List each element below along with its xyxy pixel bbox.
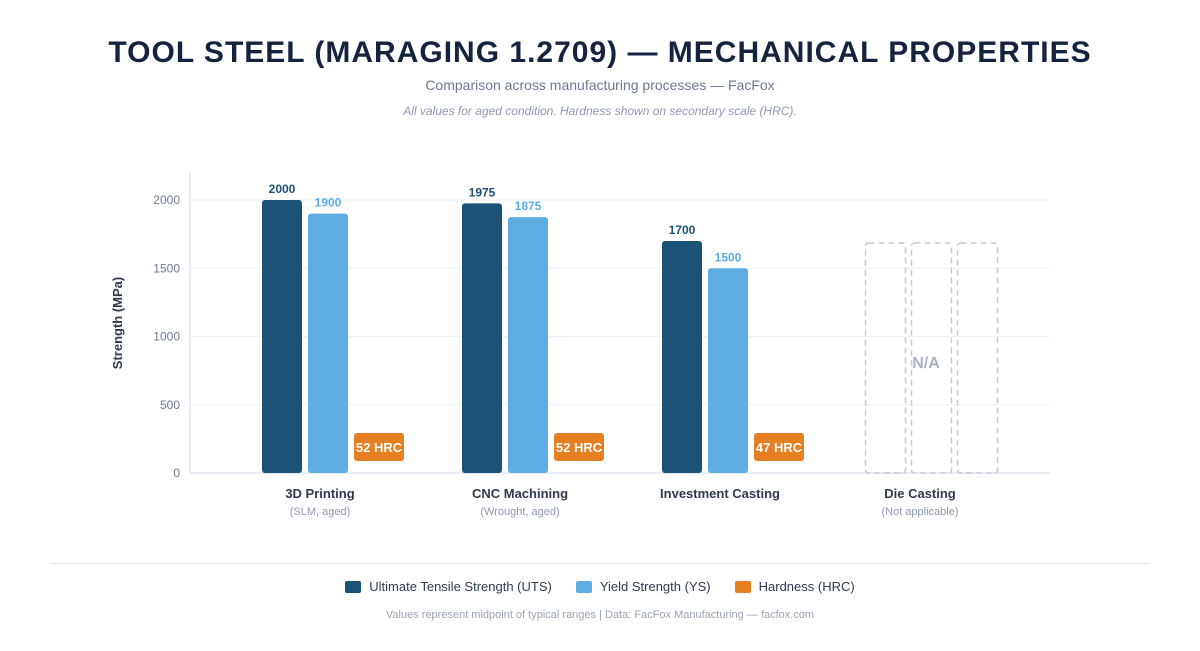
legend-label-hrc: Hardness (HRC) (758, 579, 855, 594)
bar-ys (308, 213, 348, 473)
legend: Ultimate Tensile Strength (UTS) Yield St… (0, 579, 1200, 594)
bar-ys (508, 217, 548, 473)
x-category-sublabel: (Not applicable) (881, 506, 958, 518)
y-tick-label: 2000 (153, 193, 180, 207)
legend-divider (50, 563, 1150, 564)
legend-item-hrc[interactable]: Hardness (HRC) (734, 579, 855, 594)
na-label: N/A (912, 355, 940, 372)
y-tick-label: 500 (160, 398, 180, 412)
x-category-sublabel: (SLM, aged) (290, 506, 351, 518)
data-label-ys: 1875 (515, 199, 542, 213)
x-category-label: Investment Casting (660, 486, 780, 501)
y-axis-label: Strength (MPa) (110, 277, 125, 369)
x-category-label: CNC Machining (472, 486, 568, 501)
data-label-hrc: 52 HRC (556, 440, 603, 455)
data-label-hrc: 47 HRC (756, 440, 803, 455)
footer-note: Values represent midpoint of typical ran… (385, 609, 815, 621)
data-label-hrc: 52 HRC (356, 440, 403, 455)
bar-placeholder (956, 242, 999, 474)
y-tick-label: 1500 (153, 261, 180, 275)
legend-swatch-hrc (734, 580, 751, 593)
badge-hrc (354, 433, 404, 461)
data-label-uts: 1700 (669, 223, 696, 237)
bar-placeholder (910, 242, 953, 474)
y-tick-label: 0 (173, 466, 180, 480)
chart-note: All values for aged condition. Hardness … (403, 104, 797, 118)
legend-swatch-ys (575, 580, 592, 593)
legend-label-ys: Yield Strength (YS) (599, 579, 711, 594)
bar-ys (708, 268, 748, 473)
data-label-uts: 1975 (469, 185, 496, 199)
legend-item-uts[interactable]: Ultimate Tensile Strength (UTS) (345, 579, 552, 594)
bar-chart: 0 500 1000 1500 2000 Strength (MPa) 2000 1900 52… (110, 173, 1050, 518)
bar-placeholder (864, 242, 907, 474)
chart-title: TOOL STEEL (MARAGING 1.2709) — MECHANICA… (108, 36, 1092, 69)
badge-hrc (554, 433, 604, 461)
data-label-ys: 1900 (315, 196, 342, 210)
legend-item-ys[interactable]: Yield Strength (YS) (575, 579, 711, 594)
x-category-sublabel: (Wrought, aged) (480, 506, 559, 518)
chart-subtitle: Comparison across manufacturing processe… (425, 77, 775, 93)
bar-uts (262, 200, 302, 473)
bar-uts (462, 203, 502, 473)
y-tick-label: 1000 (153, 330, 180, 344)
x-category-label: Die Casting (884, 486, 956, 501)
badge-hrc (754, 433, 804, 461)
bar-uts (662, 240, 702, 473)
data-label-uts: 2000 (269, 182, 296, 196)
x-category-label: 3D Printing (285, 486, 354, 501)
legend-swatch-uts (345, 580, 362, 593)
data-label-ys: 1500 (715, 250, 742, 264)
legend-label-uts: Ultimate Tensile Strength (UTS) (369, 579, 552, 594)
